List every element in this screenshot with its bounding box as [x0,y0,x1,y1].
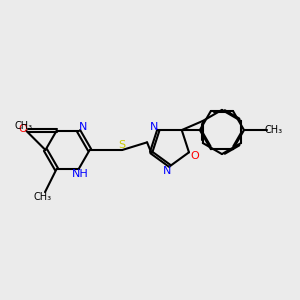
Text: CH₃: CH₃ [264,125,283,135]
Text: N: N [163,167,171,176]
Text: S: S [118,140,126,150]
Text: O: O [190,151,199,161]
Text: N: N [150,122,158,131]
Text: CH₃: CH₃ [33,191,51,202]
Text: NH: NH [72,169,88,179]
Text: N: N [79,122,87,132]
Text: O: O [18,124,27,134]
Text: CH₃: CH₃ [14,122,32,131]
